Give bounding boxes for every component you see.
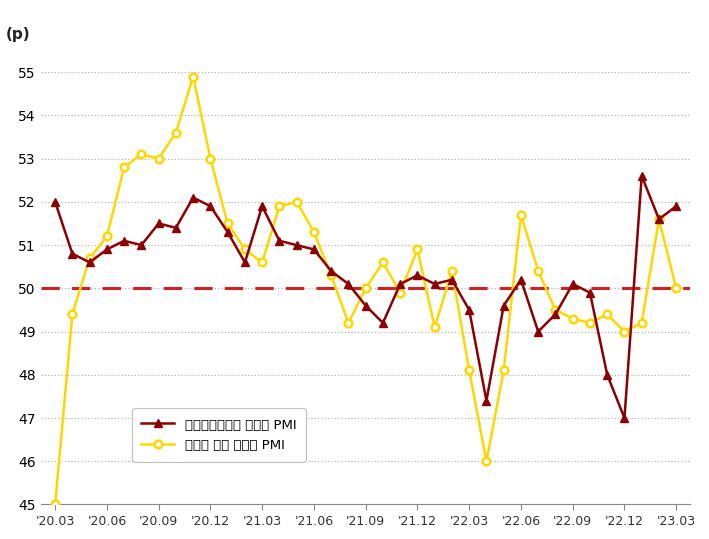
중국국가통계국 제조업 PMI — [172, 225, 180, 231]
차이신 중국 제조업 PMI — [223, 220, 232, 227]
중국국가통계국 제조업 PMI — [534, 328, 542, 335]
차이신 중국 제조업 PMI — [396, 289, 404, 296]
중국국가통계국 제조업 PMI — [327, 268, 335, 274]
차이신 중국 제조업 PMI — [258, 259, 267, 266]
차이신 중국 제조업 PMI — [447, 268, 456, 274]
차이신 중국 제조업 PMI — [430, 324, 439, 330]
차이신 중국 제조업 PMI — [344, 320, 352, 326]
차이신 중국 제조업 PMI — [603, 311, 611, 317]
차이신 중국 제조업 PMI — [586, 320, 594, 326]
중국국가통계국 제조업 PMI — [189, 195, 197, 201]
중국국가통계국 제조업 PMI — [240, 259, 249, 266]
차이신 중국 제조업 PMI — [103, 233, 111, 240]
중국국가통계국 제조업 PMI — [482, 397, 491, 404]
중국국가통계국 제조업 PMI — [120, 238, 128, 244]
중국국가통계국 제조업 PMI — [447, 277, 456, 283]
차이신 중국 제조업 PMI — [362, 285, 370, 292]
차이신 중국 제조업 PMI — [517, 212, 525, 218]
차이신 중국 제조업 PMI — [499, 367, 508, 374]
차이신 중국 제조업 PMI — [379, 259, 387, 266]
차이신 중국 제조업 PMI — [551, 307, 559, 313]
중국국가통계국 제조업 PMI — [223, 229, 232, 236]
중국국가통계국 제조업 PMI — [310, 246, 318, 253]
중국국가통계국 제조업 PMI — [362, 302, 370, 309]
차이신 중국 제조업 PMI — [292, 199, 301, 205]
차이신 중국 제조업 PMI — [189, 73, 197, 80]
중국국가통계국 제조업 PMI — [517, 277, 525, 283]
차이신 중국 제조업 PMI — [327, 272, 335, 279]
중국국가통계국 제조업 PMI — [620, 415, 629, 421]
중국국가통계국 제조업 PMI — [51, 199, 60, 205]
Text: (p): (p) — [6, 26, 30, 42]
중국국가통계국 제조업 PMI — [379, 320, 387, 326]
중국국가통계국 제조업 PMI — [344, 281, 352, 287]
차이신 중국 제조업 PMI — [172, 129, 180, 136]
중국국가통계국 제조업 PMI — [137, 242, 145, 248]
중국국가통계국 제조업 PMI — [586, 289, 594, 296]
차이신 중국 제조업 PMI — [240, 246, 249, 253]
중국국가통계국 제조업 PMI — [569, 281, 577, 287]
중국국가통계국 제조업 PMI — [396, 281, 404, 287]
Line: 차이신 중국 제조업 PMI: 차이신 중국 제조업 PMI — [51, 73, 680, 508]
차이신 중국 제조업 PMI — [206, 155, 215, 162]
차이신 중국 제조업 PMI — [534, 268, 542, 274]
중국국가통계국 제조업 PMI — [637, 172, 646, 179]
중국국가통계국 제조업 PMI — [603, 371, 611, 378]
차이신 중국 제조업 PMI — [137, 151, 145, 157]
차이신 중국 제조업 PMI — [85, 255, 94, 261]
중국국가통계국 제조업 PMI — [413, 272, 422, 279]
차이신 중국 제조업 PMI — [68, 311, 77, 317]
차이신 중국 제조업 PMI — [413, 246, 422, 253]
Line: 중국국가통계국 제조업 PMI: 중국국가통계국 제조업 PMI — [51, 172, 681, 422]
중국국가통계국 제조업 PMI — [155, 220, 163, 227]
차이신 중국 제조업 PMI — [120, 164, 128, 170]
차이신 중국 제조업 PMI — [637, 320, 646, 326]
중국국가통계국 제조업 PMI — [465, 307, 474, 313]
차이신 중국 제조업 PMI — [51, 501, 60, 508]
중국국가통계국 제조업 PMI — [258, 203, 267, 210]
중국국가통계국 제조업 PMI — [292, 242, 301, 248]
차이신 중국 제조업 PMI — [155, 155, 163, 162]
중국국가통계국 제조업 PMI — [499, 302, 508, 309]
중국국가통계국 제조업 PMI — [85, 259, 94, 266]
중국국가통계국 제조업 PMI — [430, 281, 439, 287]
중국국가통계국 제조업 PMI — [672, 203, 681, 210]
중국국가통계국 제조업 PMI — [275, 238, 284, 244]
차이신 중국 제조업 PMI — [569, 315, 577, 322]
중국국가통계국 제조업 PMI — [68, 251, 77, 257]
Legend: 중국국가통계국 제조업 PMI, 차이신 중국 제조업 PMI: 중국국가통계국 제조업 PMI, 차이신 중국 제조업 PMI — [133, 408, 306, 461]
중국국가통계국 제조업 PMI — [551, 311, 559, 317]
차이신 중국 제조업 PMI — [482, 458, 491, 465]
차이신 중국 제조업 PMI — [310, 229, 318, 236]
중국국가통계국 제조업 PMI — [654, 216, 663, 223]
차이신 중국 제조업 PMI — [275, 203, 284, 210]
중국국가통계국 제조업 PMI — [206, 203, 215, 210]
중국국가통계국 제조업 PMI — [103, 246, 111, 253]
차이신 중국 제조업 PMI — [672, 285, 681, 292]
차이신 중국 제조업 PMI — [654, 216, 663, 223]
차이신 중국 제조업 PMI — [465, 367, 474, 374]
차이신 중국 제조업 PMI — [620, 328, 629, 335]
